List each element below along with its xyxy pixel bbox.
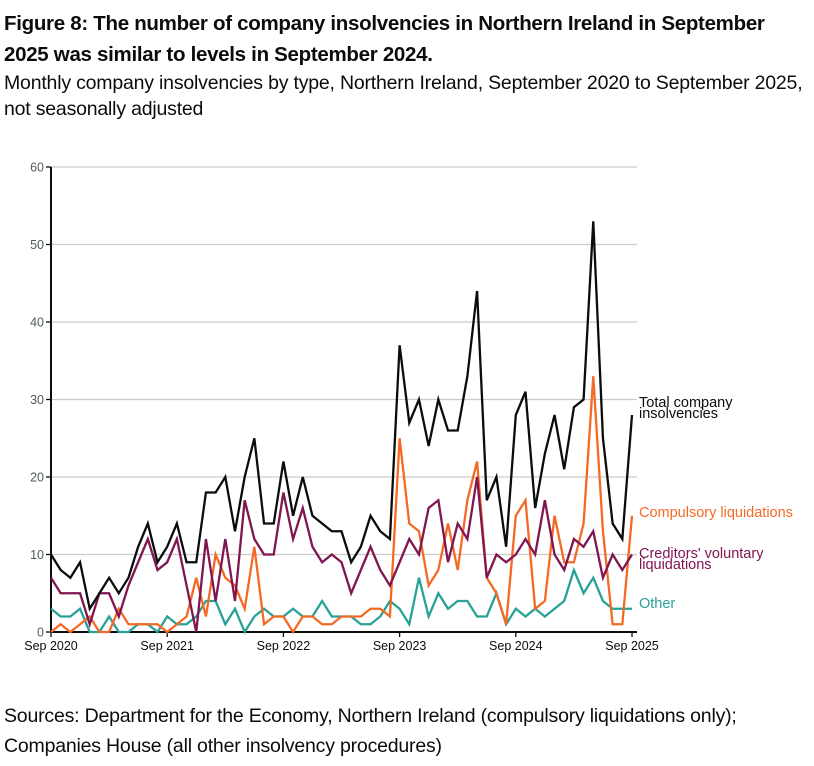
figure-title: Figure 8: The number of company insolven… [4, 12, 765, 66]
y-tick-label: 40 [30, 316, 44, 330]
x-tick-label: Sep 2022 [257, 639, 311, 653]
series-label-line: Total company [639, 395, 733, 411]
series-line-creditors-voluntary-liquidations [50, 476, 633, 633]
figure-subtitle: Monthly company insolvencies by type, No… [4, 72, 803, 120]
series-label-line: Creditors' voluntary [639, 546, 764, 562]
x-tick-label: Sep 2021 [140, 639, 194, 653]
series-label-line: Other [639, 596, 675, 612]
y-tick-label: 20 [30, 471, 44, 485]
y-tick-label: 60 [30, 161, 44, 175]
series-line-total-company-insolvencies [50, 221, 634, 612]
x-tick-label: Sep 2020 [24, 639, 78, 653]
source-note: Sources: Department for the Economy, Nor… [4, 705, 737, 757]
x-axis: Sep 2020 Sep 2021 Sep 2022 Sep 2023 Sep 2024… [24, 631, 659, 653]
series-label-line: Compulsory liquidations [639, 505, 793, 521]
x-tick-label: Sep 2024 [489, 639, 543, 653]
y-tick-label: 10 [30, 548, 44, 562]
y-tick-label: 0 [37, 626, 44, 640]
series-label-other: Other [639, 596, 675, 612]
series-label-line: insolvencies [639, 406, 718, 422]
series-label-compulsory-liquidations: Compulsory liquidations [639, 505, 793, 521]
y-tick-label: 30 [30, 393, 44, 407]
series-label-line: liquidations [639, 557, 712, 573]
x-tick-label: Sep 2025 [605, 639, 659, 653]
y-tick-label: 50 [30, 238, 44, 252]
series-label-creditors-voluntary-liquidations: Creditors' voluntary liquidations [639, 546, 764, 573]
series-label-total-company-insolvencies: Total company insolvencies [639, 395, 733, 422]
series-labels: Total company insolvencies Compulsory liqu… [639, 395, 793, 612]
gridlines [51, 166, 637, 556]
series-lines [50, 221, 634, 635]
series-line-compulsory-liquidations [50, 376, 634, 635]
y-axis: 0 10 20 30 40 50 60 [30, 161, 52, 640]
x-tick-label: Sep 2023 [373, 639, 427, 653]
